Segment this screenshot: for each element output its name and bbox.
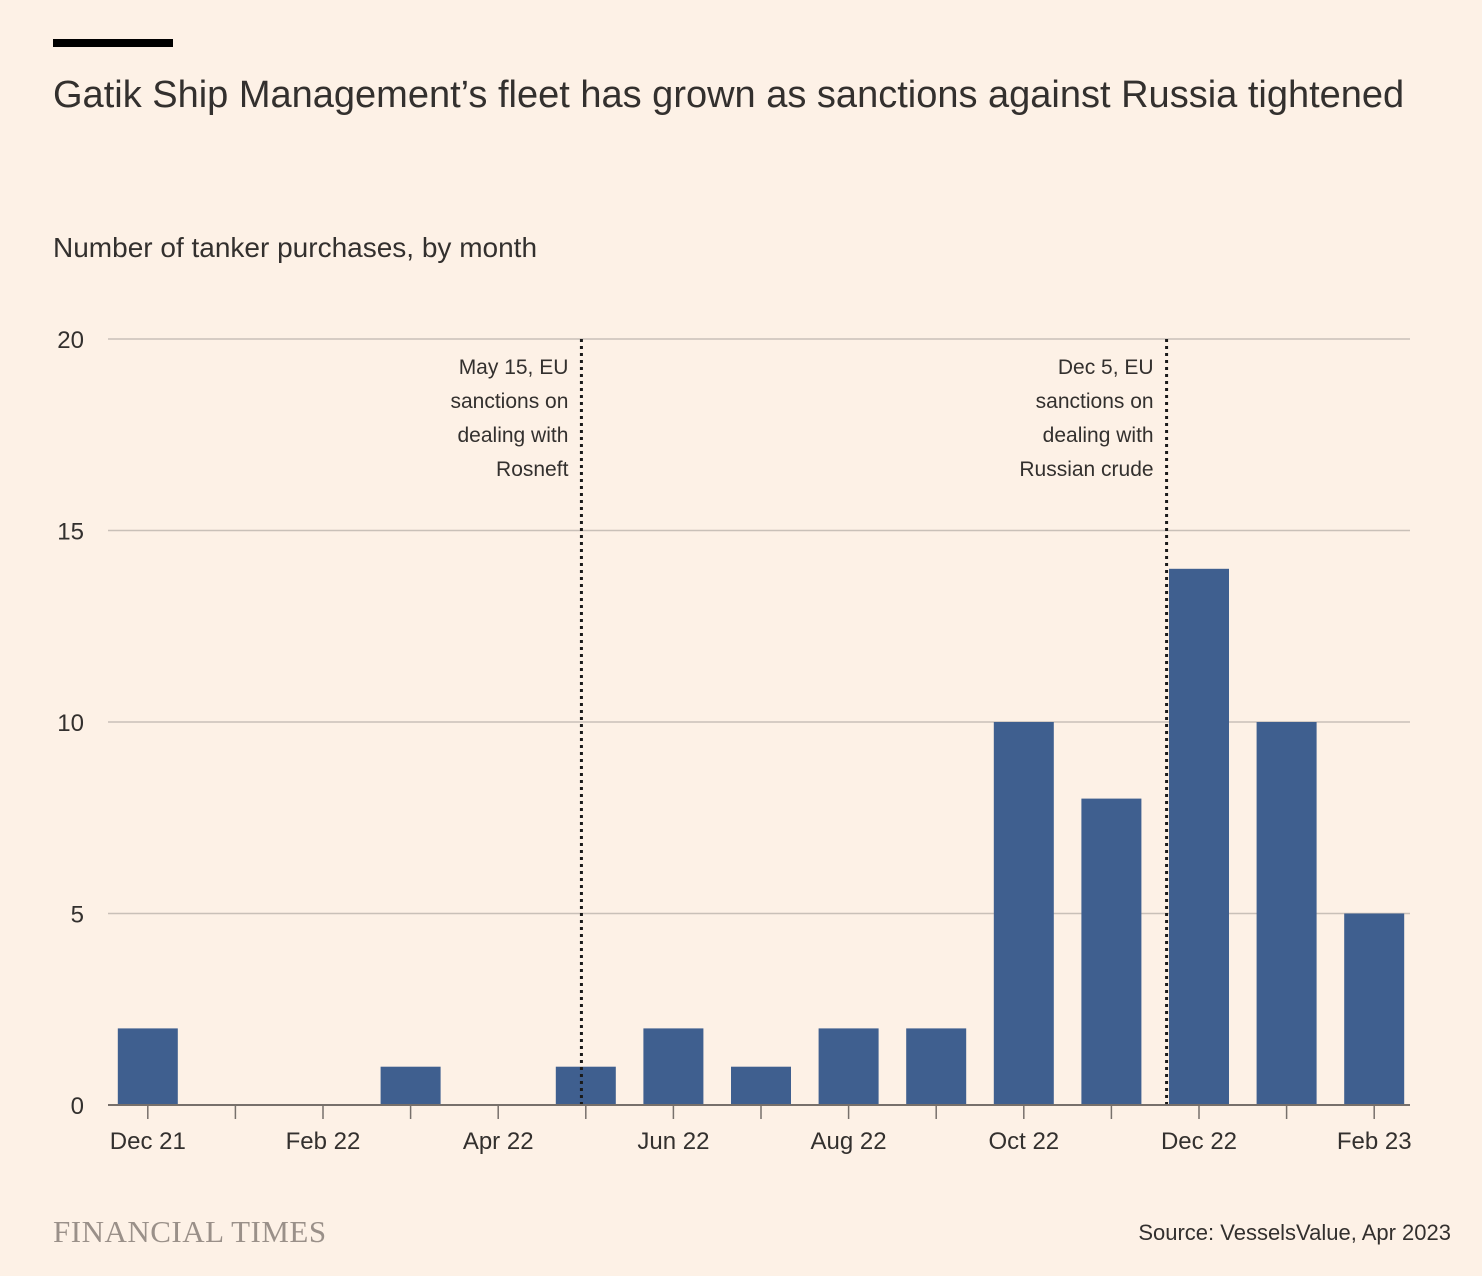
x-tick-label: Dec 22 <box>1161 1128 1237 1155</box>
annotation-label: dealing with <box>1043 424 1154 447</box>
bar-sep-22 <box>906 1028 967 1105</box>
x-tick-label: Oct 22 <box>988 1128 1059 1155</box>
annotations: May 15, EU sanctions on dealing with Rosnef… <box>450 339 1169 1105</box>
y-tick-label: 15 <box>57 519 84 546</box>
x-tick-label: Jun 22 <box>637 1128 709 1155</box>
bar-dec-21 <box>117 1028 178 1105</box>
annotation-label: sanctions on <box>450 390 568 413</box>
annotation-label: Dec 5, EU <box>1058 356 1154 379</box>
bars <box>117 568 1405 1105</box>
gridlines <box>108 338 1410 915</box>
annotation-label: dealing with <box>458 424 569 447</box>
y-tick-label: 10 <box>57 710 84 737</box>
x-tick-label: Apr 22 <box>463 1128 534 1155</box>
bar-feb-23 <box>1344 913 1405 1105</box>
bar-mar-22 <box>380 1066 441 1105</box>
bar-jul-22 <box>731 1066 791 1105</box>
bar-jan-23 <box>1256 722 1317 1105</box>
x-tick-label: Feb 23 <box>1337 1128 1412 1155</box>
x-tick-label: Feb 22 <box>286 1128 361 1155</box>
bar-oct-22 <box>993 722 1054 1105</box>
y-axis-ticks: 0 5 10 15 20 <box>57 327 84 1120</box>
chart-subtitle: Number of tanker purchases, by month <box>53 232 538 263</box>
x-axis: Dec 21 Feb 22 Apr 22 Jun 22 Aug 22 Oct 22 Dec … <box>108 1104 1412 1155</box>
bar-jun-22 <box>643 1028 704 1105</box>
annotation-label: Rosneft <box>496 458 569 481</box>
annotation-label: May 15, EU <box>459 356 569 379</box>
bar-aug-22 <box>818 1028 879 1105</box>
bar-dec-22 <box>1169 568 1229 1105</box>
source-note: Source: VesselsValue, Apr 2023 <box>1138 1220 1451 1245</box>
chart-title: Gatik Ship Management’s fleet has grown … <box>53 74 1405 116</box>
annotation-label: sanctions on <box>1036 390 1154 413</box>
bar-may-22 <box>555 1066 616 1105</box>
annotation-label: Russian crude <box>1019 458 1153 481</box>
x-tick-label: Dec 21 <box>110 1128 186 1155</box>
x-tick-label: Aug 22 <box>811 1128 887 1155</box>
bar-nov-22 <box>1081 798 1142 1105</box>
y-tick-label: 20 <box>57 327 84 354</box>
y-tick-label: 0 <box>71 1093 84 1120</box>
y-tick-label: 5 <box>71 902 84 929</box>
header-accent-bar <box>53 39 173 47</box>
ft-logo-wordmark: FINANCIAL TIMES <box>53 1214 327 1249</box>
